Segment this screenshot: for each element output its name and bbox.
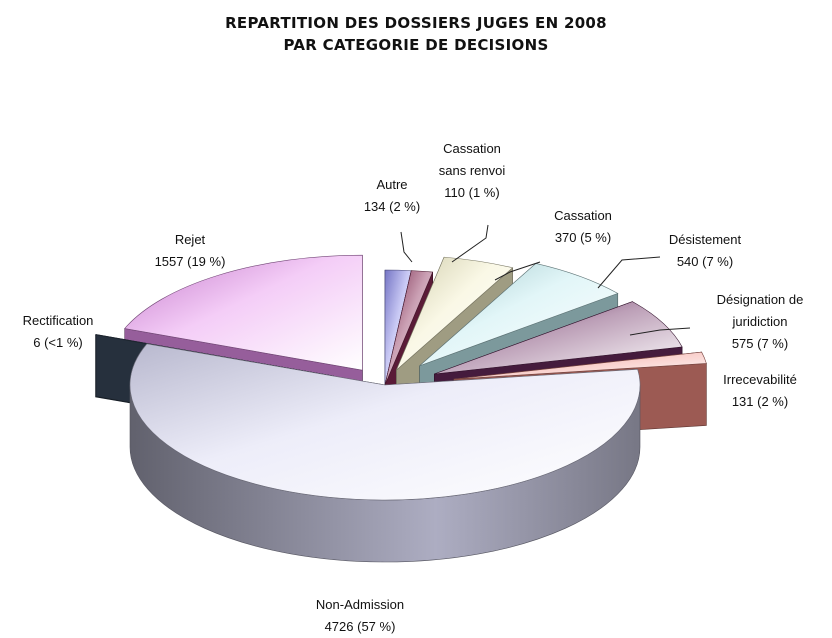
chart-title-line-2: PAR CATEGORIE DE DECISIONS <box>283 36 549 54</box>
slice-labels: Autre 134 (2 %) Cassation sans renvoi 110 (1… <box>23 141 804 634</box>
slice-label: Cassation sans renvoi 110 (1 %) <box>439 141 506 200</box>
leader-line <box>629 327 691 336</box>
pie-slices <box>94 254 707 563</box>
slice-label: Irrecevabilité 131 (2 %) <box>723 372 797 409</box>
slice-label: Désignation de juridiction 575 (7 %) <box>717 292 804 351</box>
slice-label: Autre 134 (2 %) <box>364 177 420 214</box>
leader-line <box>494 261 541 281</box>
slice-label: Rejet 1557 (19 %) <box>155 232 226 269</box>
slice-label: Désistement 540 (7 %) <box>669 232 742 269</box>
chart-title-line-1: REPARTITION DES DOSSIERS JUGES EN 2008 <box>225 14 607 32</box>
slice-label: Non-Admission 4726 (57 %) <box>316 597 404 634</box>
slice-label: Cassation 370 (5 %) <box>554 208 612 245</box>
leader-line <box>400 231 413 263</box>
slice-label: Rectification 6 (<1 %) <box>23 313 94 350</box>
leader-lines <box>400 224 691 336</box>
leader-line <box>451 224 489 263</box>
pie-slice <box>129 343 641 563</box>
chart-title: REPARTITION DES DOSSIERS JUGES EN 2008 P… <box>0 12 832 56</box>
leader-line <box>597 256 661 289</box>
